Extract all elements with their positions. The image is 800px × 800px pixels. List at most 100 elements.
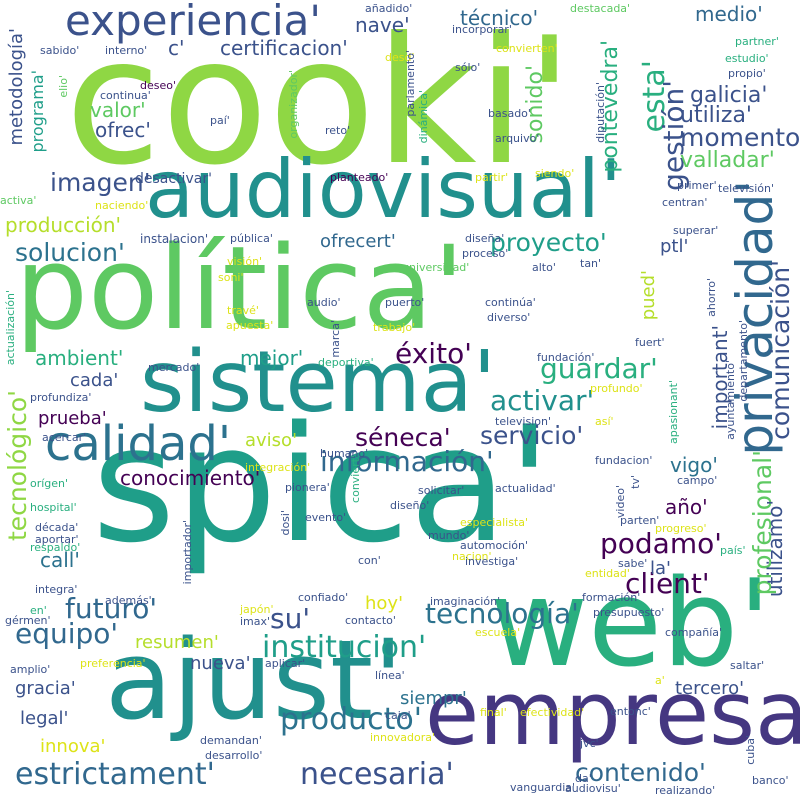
cloud-word: comunicación' (766, 260, 795, 440)
cloud-word: imaginación' (430, 595, 501, 608)
cloud-word: progreso' (655, 522, 707, 535)
cloud-word: confiado' (298, 591, 349, 604)
cloud-word: deportiva' (318, 356, 374, 369)
cloud-word: profundo' (590, 382, 643, 395)
cloud-word: solicitar' (418, 484, 465, 497)
cloud-word: superar' (673, 224, 719, 237)
cloud-word: presupuesto' (593, 606, 665, 619)
cloud-word: aviso' (245, 430, 298, 451)
cloud-word: hoy' (365, 593, 404, 614)
cloud-word: utilizamo' (763, 500, 787, 598)
cloud-word: compañía' (665, 626, 723, 639)
cloud-word: producción' (5, 213, 122, 237)
cloud-word: activar' (490, 384, 595, 417)
cloud-word: alto' (532, 261, 556, 274)
cloud-word: profundiza' (30, 391, 92, 404)
cloud-word: desd' (385, 51, 415, 64)
cloud-word: travé' (227, 304, 259, 317)
cloud-word: ayuntamiento' (724, 360, 737, 440)
cloud-word: innova' (40, 736, 106, 757)
cloud-word: amplio' (10, 663, 51, 676)
cloud-word: soni' (218, 271, 244, 284)
cloud-word: cuba' (744, 735, 757, 765)
cloud-word: cooki' (65, 1, 574, 204)
cloud-word: contacto' (345, 614, 396, 627)
cloud-word: dinámica' (417, 90, 430, 144)
cloud-word: ptl' (660, 236, 689, 257)
cloud-word: tv' (629, 475, 642, 489)
cloud-word: guardar' (540, 352, 658, 385)
cloud-word: vigo' (670, 453, 718, 477)
cloud-word: televisión' (718, 182, 774, 195)
cloud-word: propio' (728, 67, 766, 80)
cloud-word: importador' (181, 520, 194, 585)
cloud-word: necesaria' (300, 757, 454, 792)
cloud-word: entidad' (585, 567, 630, 580)
cloud-word: con' (358, 554, 381, 567)
cloud-word: interno' (105, 44, 148, 57)
cloud-word: departamento' (737, 320, 750, 402)
cloud-word: sabe' (618, 557, 648, 570)
cloud-word: pued' (638, 270, 659, 321)
cloud-word: spica' (92, 391, 552, 578)
cloud-word: primer' (677, 179, 717, 192)
cloud-word: fundacion' (595, 454, 653, 467)
cloud-word: diseño' (390, 499, 430, 512)
cloud-word: saltar' (730, 659, 765, 672)
cloud-word: programa' (28, 70, 47, 153)
cloud-word: c' (168, 36, 185, 60)
cloud-word: respaldo' (30, 541, 81, 554)
cloud-word: información' (320, 445, 494, 478)
cloud-word: parten' (620, 514, 660, 527)
cloud-word: certificacion' (220, 36, 348, 60)
cloud-word: servicio' (480, 421, 584, 450)
cloud-word: ofrec' (95, 118, 151, 142)
cloud-word: sabido' (40, 44, 80, 57)
cloud-word: apuesta' (226, 319, 274, 332)
cloud-word: proceso' (462, 247, 509, 260)
cloud-word: su' (270, 602, 311, 635)
cloud-word: contenido' (575, 758, 706, 787)
cloud-word: ofrecert' (320, 231, 396, 252)
cloud-word: añadido' (365, 2, 413, 15)
cloud-word: fundación' (537, 351, 595, 364)
cloud-word: evento' (305, 511, 347, 524)
cloud-word: actualización' (4, 290, 17, 366)
cloud-word: producto' (280, 702, 422, 737)
cloud-word: continúa' (485, 296, 536, 309)
cloud-word: humano' (320, 447, 369, 460)
cloud-word: diseña' (465, 232, 505, 245)
cloud-word: audiovisual' (145, 143, 622, 236)
cloud-word: realizando' (655, 784, 716, 797)
cloud-word: integración' (245, 461, 311, 474)
cloud-word: reto' (325, 124, 351, 137)
cloud-word: mercado' (148, 361, 200, 374)
cloud-word: institucion' (262, 630, 427, 665)
cloud-word: siempr' (400, 688, 467, 709)
cloud-word: imax' (240, 615, 271, 628)
cloud-word: a' (655, 674, 665, 687)
cloud-word: cada' (70, 370, 119, 391)
cloud-word: call' (40, 548, 80, 572)
cloud-word: apasionant' (667, 380, 680, 445)
cloud-word: partir' (475, 171, 509, 184)
cloud-word: final' (480, 706, 507, 719)
cloud-word: mejor' (240, 346, 304, 370)
cloud-word: diverso' (487, 311, 531, 324)
cloud-word: valor' (90, 98, 146, 122)
cloud-word: centran' (662, 196, 708, 209)
cloud-word: pública' (230, 232, 273, 245)
cloud-word: valladar' (680, 148, 775, 173)
cloud-word: instalacion' (140, 232, 209, 246)
cloud-word: siendo' (535, 167, 575, 180)
cloud-word: television' (495, 415, 551, 428)
cloud-word: destacada' (570, 2, 631, 15)
cloud-word: formación' (582, 591, 641, 604)
cloud-word: entonc' (610, 705, 651, 718)
cloud-word: activa' (0, 194, 37, 207)
cloud-word: nacion' (452, 550, 492, 563)
cloud-word: tan' (580, 257, 602, 270)
cloud-word: organizador' (287, 70, 300, 139)
cloud-word: utiliza' (680, 103, 752, 128)
cloud-word: la' (650, 558, 671, 579)
